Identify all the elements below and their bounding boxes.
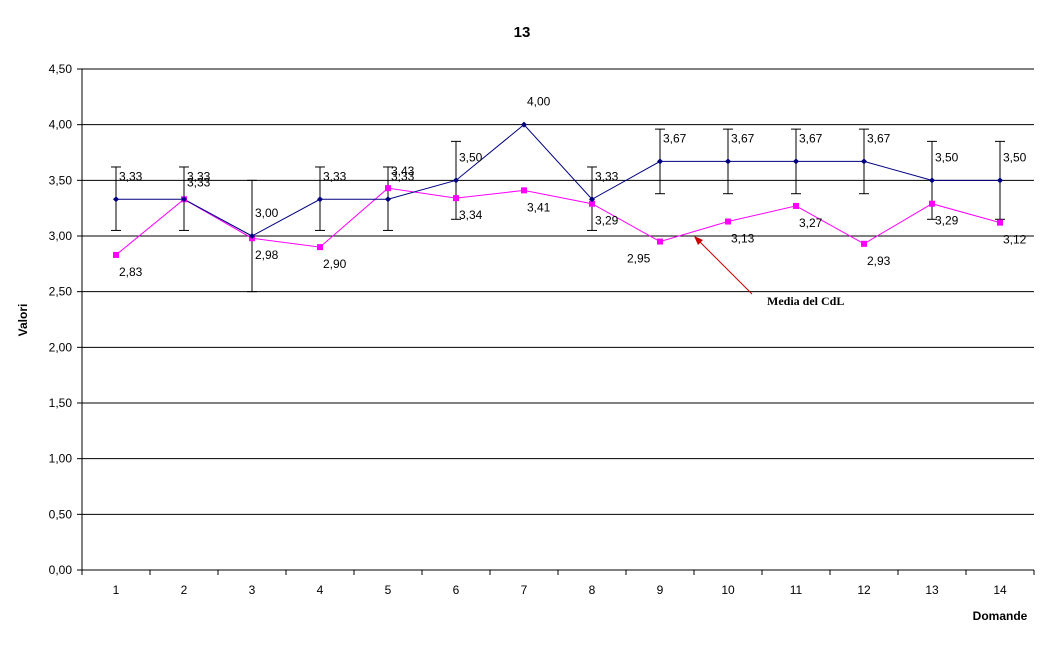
x-tick-label: 8 <box>589 583 596 597</box>
data-label-media-cdl: 2,98 <box>255 248 279 262</box>
data-label-media-cdl: 2,93 <box>867 254 891 268</box>
data-labels: 3,33 3,333,003,33 3,333,504,003,333,67 3,67… <box>119 95 1027 279</box>
series-line-media-cdl <box>115 187 1001 256</box>
data-label-media-cdl: 2,90 <box>323 257 347 271</box>
data-label-media-cdl: 3,43 <box>391 164 415 178</box>
series-marker-media-cdl <box>589 200 595 207</box>
x-tick-label: 10 <box>721 583 735 597</box>
series-lines <box>115 123 1001 256</box>
data-label-main: 3,33 <box>187 169 211 183</box>
data-label-main: 3,67 <box>867 131 891 145</box>
y-tick-label: 4,50 <box>49 62 73 76</box>
x-tick-label: 4 <box>317 583 324 597</box>
series-marker-media-cdl <box>793 202 799 209</box>
series-marker-media-cdl <box>657 238 663 245</box>
series-marker-media-cdl <box>929 200 935 207</box>
x-tick-label: 12 <box>857 583 871 597</box>
series-marker-main <box>385 196 391 203</box>
y-tick-label: 1,50 <box>49 396 73 410</box>
data-label-media-cdl: 3,13 <box>731 232 755 246</box>
data-label-media-cdl: 3,33 <box>187 175 211 189</box>
x-tick-label: 3 <box>249 583 256 597</box>
data-label-main: 3,50 <box>935 150 959 164</box>
data-label-media-cdl: 3,29 <box>935 214 959 228</box>
data-label-main: 3,50 <box>459 150 483 164</box>
x-tick-label: 11 <box>790 583 803 597</box>
series-marker-media-cdl <box>113 251 119 258</box>
axes <box>77 68 1035 575</box>
y-tick-label: 1,00 <box>49 452 73 466</box>
series-markers <box>113 121 1003 258</box>
series-marker-media-cdl <box>861 240 867 247</box>
data-label-media-cdl: 2,83 <box>119 265 143 279</box>
series-marker-main <box>929 177 935 184</box>
series-marker-main <box>453 177 459 184</box>
y-tick-labels: 0,00 0,50 1,00 1,50 2,00 2,50 3,00 3,50 4,00 4,50 <box>49 62 73 577</box>
y-tick-label: 4,00 <box>49 118 73 132</box>
data-label-main: 3,33 <box>119 169 143 183</box>
y-axis-title: Valori <box>16 304 30 337</box>
series-marker-main <box>249 233 255 239</box>
data-label-media-cdl: 3,12 <box>1003 233 1027 247</box>
data-label-media-cdl: 3,27 <box>799 216 823 230</box>
series-marker-main <box>861 158 867 165</box>
x-tick-label: 13 <box>925 583 939 597</box>
data-label-media-cdl: 3,29 <box>595 214 619 228</box>
data-label-main: 3,67 <box>799 131 823 145</box>
data-label-media-cdl: 2,95 <box>627 252 651 266</box>
data-label-main: 3,33 <box>391 169 415 183</box>
y-tick-label: 2,00 <box>49 340 73 354</box>
series-marker-main <box>793 158 799 165</box>
series-marker-main <box>657 158 663 165</box>
series-marker-main <box>725 158 731 165</box>
x-tick-label: 1 <box>113 583 120 597</box>
data-label-main: 3,33 <box>595 169 619 183</box>
x-tick-label: 5 <box>385 583 392 597</box>
data-label-main: 3,67 <box>731 131 755 145</box>
x-tick-label: 2 <box>181 583 188 597</box>
data-label-main: 3,00 <box>255 206 279 220</box>
x-tick-label: 7 <box>521 583 528 597</box>
x-tick-label: 6 <box>453 583 460 597</box>
y-tick-label: 3,00 <box>49 229 73 243</box>
annotation-arrow-head <box>694 236 703 245</box>
gridlines <box>82 68 1034 515</box>
chart-title: 13 <box>514 24 531 41</box>
data-label-media-cdl: 3,34 <box>459 208 483 222</box>
y-tick-label: 3,50 <box>49 173 73 187</box>
data-label-main: 3,50 <box>1003 150 1027 164</box>
x-tick-label: 9 <box>657 583 664 597</box>
series-line-main <box>116 123 1000 237</box>
data-label-main: 3,67 <box>663 131 687 145</box>
y-tick-label: 0,00 <box>49 563 73 577</box>
series-marker-media-cdl <box>385 185 391 192</box>
series-marker-main <box>521 121 527 128</box>
series-marker-main <box>997 177 1003 184</box>
y-tick-label: 0,50 <box>49 507 73 521</box>
series-marker-media-cdl <box>317 244 323 251</box>
annotation-arrow-line <box>697 239 753 295</box>
series-marker-main <box>317 196 323 203</box>
series-marker-main <box>113 196 119 203</box>
series-marker-media-cdl <box>521 187 527 194</box>
series-marker-media-cdl <box>997 219 1003 226</box>
series-marker-media-cdl <box>453 195 459 202</box>
annotation-label: Media del CdL <box>767 294 844 308</box>
data-label-media-cdl: 3,41 <box>527 200 551 214</box>
x-tick-label: 14 <box>993 583 1007 597</box>
series-marker-main <box>589 196 595 203</box>
y-tick-label: 2,50 <box>49 285 73 299</box>
x-axis-title: Domande <box>973 609 1028 623</box>
data-label-main: 3,33 <box>323 169 347 183</box>
series-marker-main <box>181 196 187 203</box>
data-label-main: 4,00 <box>527 95 551 109</box>
x-tick-labels: 1 2 3 4 5 6 7 8 9 10 11 12 13 14 <box>113 583 1007 597</box>
series-marker-media-cdl <box>725 218 731 225</box>
annotation: Media del CdL <box>694 236 844 308</box>
